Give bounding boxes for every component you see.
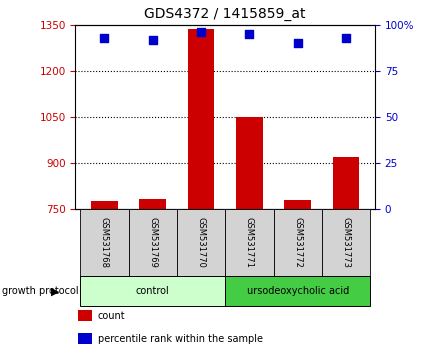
Bar (128, 209, 176, 276)
Point (246, 31, 252, 37)
Text: ▶: ▶ (51, 286, 59, 296)
Title: GDS4372 / 1415859_at: GDS4372 / 1415859_at (144, 7, 305, 21)
Bar (80, 209, 128, 276)
Point (197, 29, 204, 35)
Bar (321, 209, 369, 276)
Text: growth protocol: growth protocol (2, 286, 79, 296)
Bar (78, 310, 92, 321)
Text: control: control (135, 286, 169, 296)
Text: GSM531773: GSM531773 (341, 217, 350, 268)
Text: GSM531770: GSM531770 (196, 217, 205, 268)
Bar (332, 157, 359, 209)
Text: count: count (98, 311, 125, 321)
Bar (236, 117, 262, 209)
Bar (91, 201, 117, 209)
Bar (284, 200, 310, 209)
Point (101, 35, 108, 40)
Text: GSM531769: GSM531769 (148, 217, 157, 268)
Text: GSM531771: GSM531771 (244, 217, 253, 268)
Bar (139, 199, 166, 209)
Point (294, 40, 301, 46)
Bar (187, 29, 214, 209)
Bar (225, 209, 273, 276)
Bar (273, 209, 321, 276)
Point (149, 37, 156, 42)
Text: GSM531768: GSM531768 (100, 217, 109, 268)
Bar (225, 276, 369, 306)
Bar (80, 276, 225, 306)
Text: GSM531772: GSM531772 (292, 217, 301, 268)
Bar (78, 333, 92, 344)
Text: percentile rank within the sample: percentile rank within the sample (98, 334, 262, 344)
Bar (176, 209, 225, 276)
Text: ursodeoxycholic acid: ursodeoxycholic acid (246, 286, 348, 296)
Point (342, 35, 349, 40)
